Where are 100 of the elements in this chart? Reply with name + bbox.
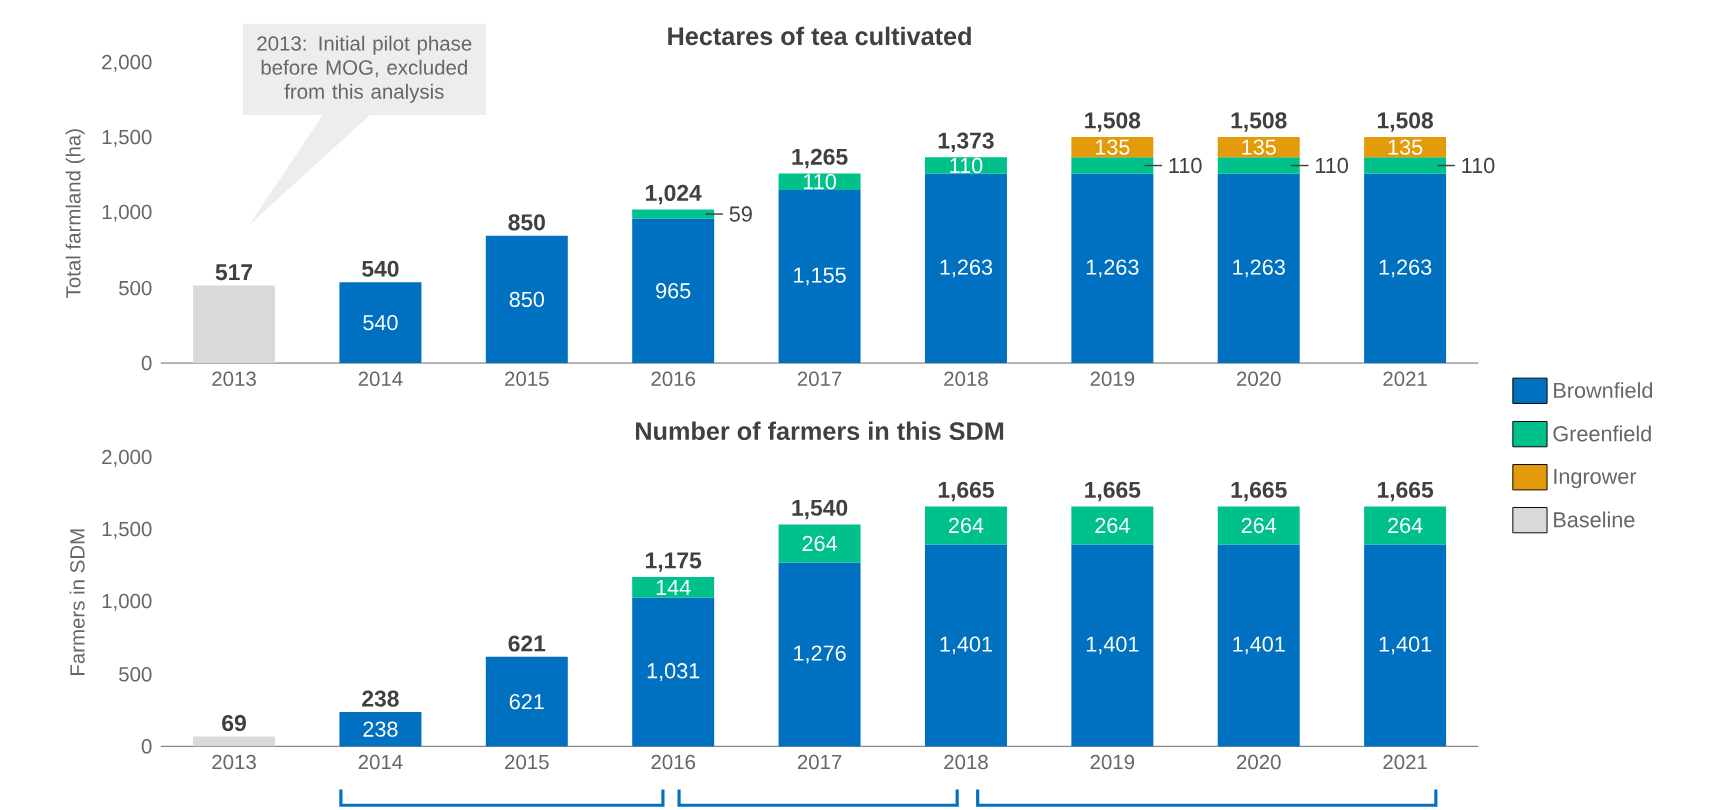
total-label: 1,665 (1377, 481, 1434, 502)
annotation: 2013: Initial pilot phase before MOG, excluded from this analysis (257, 35, 472, 103)
data-label: 110 (1462, 157, 1495, 174)
data-label: 965 (656, 283, 691, 299)
bar (485, 235, 568, 364)
total-label: 1,508 (1231, 112, 1287, 132)
data-label: 1,263 (1379, 259, 1432, 278)
bar (1217, 157, 1300, 174)
x-tick-label: 2015 (505, 754, 549, 770)
data-label: 59 (729, 206, 752, 222)
bar (924, 157, 1007, 174)
x-tick-label: 2014 (358, 371, 403, 387)
bar (1071, 544, 1154, 747)
bar (1364, 157, 1447, 174)
total-label: 1,175 (646, 552, 702, 572)
bar (1071, 157, 1154, 174)
data-label: 264 (802, 535, 837, 552)
y-tick-label: 1,500 (102, 521, 152, 539)
total-label: 1,508 (1377, 112, 1433, 132)
bar (339, 282, 422, 364)
bar (1364, 506, 1447, 545)
total-label: 1,265 (792, 148, 848, 169)
data-label: 264 (948, 517, 984, 534)
legend-label: Greenfield (1553, 425, 1651, 442)
total-label: 1,540 (792, 499, 848, 520)
x-tick-label: 2021 (1383, 371, 1427, 387)
x-tick-label: 2019 (1090, 754, 1135, 770)
x-tick-label: 2021 (1383, 754, 1427, 770)
bar (778, 562, 861, 747)
data-label: 144 (656, 579, 691, 595)
total-label: 1,024 (646, 184, 702, 205)
data-label: 1,276 (794, 645, 846, 664)
y-tick-label: 2,000 (102, 54, 152, 72)
data-label: 1,155 (794, 267, 846, 286)
data-label: 1,263 (1086, 259, 1139, 278)
total-label: 1,665 (1085, 481, 1141, 502)
x-tick-label: 2018 (944, 371, 988, 387)
chart-title: Number of farmers in this SDM (636, 421, 1004, 441)
data-label: 264 (1095, 517, 1130, 534)
data-label: 1,401 (1379, 636, 1432, 655)
data-label: 850 (509, 291, 545, 308)
y-tick-label: 1,000 (102, 593, 152, 611)
data-label: 1,401 (1086, 636, 1139, 655)
total-label: 1,373 (938, 132, 994, 152)
bar (339, 712, 422, 747)
bar (1364, 173, 1447, 364)
data-label: 264 (1241, 517, 1277, 534)
data-label: 135 (1388, 139, 1423, 155)
bar (632, 597, 715, 747)
x-tick-label: 2020 (1237, 371, 1281, 387)
bar (778, 189, 861, 364)
y-tick-label: 0 (141, 739, 152, 754)
legend-label: Brownfield (1554, 382, 1653, 399)
y-tick-label: 500 (119, 280, 152, 296)
y-axis-title: Farmers in SDM (69, 529, 85, 676)
bar (924, 506, 1007, 545)
y-tick-label: 0 (141, 355, 152, 371)
total-label: 517 (215, 264, 253, 281)
x-tick-label: 2015 (505, 371, 549, 387)
data-label: 1,263 (1233, 259, 1285, 278)
data-label: 1,263 (940, 259, 993, 278)
y-axis-title: Total farmland (ha) (65, 129, 85, 298)
chart-title: Hectares of tea cultivated (668, 26, 971, 46)
data-label: 1,401 (940, 636, 992, 655)
data-label: 238 (363, 721, 398, 737)
bar (632, 577, 715, 598)
total-label: 69 (222, 714, 246, 732)
x-tick-label: 2014 (358, 754, 403, 770)
bar (778, 524, 861, 563)
bar (924, 544, 1007, 747)
total-label: 850 (508, 214, 545, 231)
bar (485, 656, 568, 747)
data-label: 110 (803, 174, 836, 190)
x-tick-label: 2016 (651, 754, 696, 770)
bar (632, 218, 715, 364)
data-label: 1,401 (1233, 636, 1285, 655)
total-label: 1,665 (1231, 481, 1287, 502)
bar (193, 285, 276, 364)
bar (193, 736, 276, 747)
y-tick-label: 500 (119, 667, 152, 682)
x-tick-label: 2018 (944, 754, 988, 770)
x-tick-label: 2013 (212, 371, 256, 387)
total-label: 238 (362, 690, 399, 707)
x-tick-label: 2016 (651, 371, 696, 387)
total-label: 540 (362, 260, 399, 277)
bar (1364, 544, 1447, 747)
bar (778, 173, 861, 190)
data-label: 135 (1242, 139, 1276, 155)
x-tick-label: 2019 (1090, 371, 1135, 387)
data-label: 110 (1169, 157, 1202, 174)
x-tick-label: 2017 (797, 371, 842, 387)
y-tick-label: 2,000 (102, 449, 152, 467)
bar (1217, 173, 1300, 364)
total-label: 1,665 (938, 481, 994, 502)
bar (1071, 506, 1154, 545)
bar (1217, 544, 1300, 747)
x-tick-label: 2020 (1237, 754, 1281, 770)
x-tick-label: 2017 (797, 754, 842, 770)
y-tick-label: 1,500 (102, 129, 152, 147)
total-label: 621 (508, 635, 546, 652)
